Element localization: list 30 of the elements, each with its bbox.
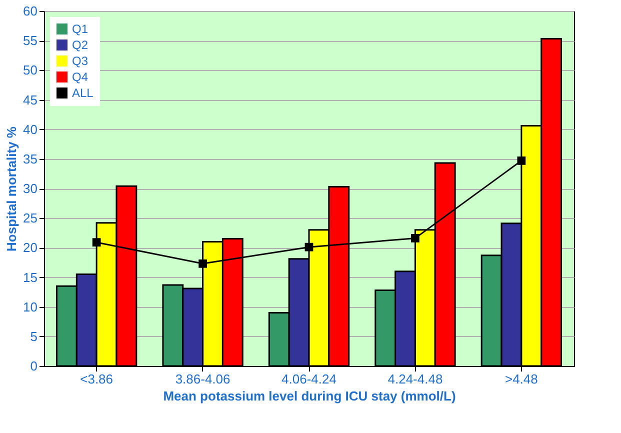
y-tick-label: 30 (23, 181, 38, 196)
y-tick-label: 55 (23, 33, 38, 48)
legend-label: Q4 (72, 70, 88, 84)
x-tick-label: 4.06-4.24 (282, 372, 336, 386)
x-tick-label: 3.86-4.06 (175, 372, 230, 386)
y-axis-title: Hospital mortality % (4, 126, 20, 252)
y-tick-label: 0 (30, 358, 38, 374)
legend-label: Q1 (72, 22, 88, 36)
point (92, 238, 101, 247)
y-tick-label: 35 (23, 151, 38, 166)
point (411, 234, 420, 242)
y-tick-label: 45 (23, 92, 38, 108)
x-tick-label: <3.86 (80, 372, 114, 386)
y-tick-label: 25 (23, 210, 38, 226)
y-tick-label: 50 (23, 62, 38, 78)
y-tick-label: 20 (23, 240, 38, 256)
y-tick-label: 40 (23, 122, 38, 137)
x-tick-label: >4.48 (504, 372, 538, 386)
point (517, 156, 526, 165)
y-tick-label: 5 (30, 328, 38, 344)
legend-label: ALL (72, 86, 94, 100)
y-tick-label: 10 (23, 299, 38, 314)
point (304, 242, 314, 252)
y-tick-label: 60 (23, 4, 38, 18)
legend-label: Q3 (72, 54, 88, 68)
point (198, 259, 207, 268)
x-tick-label: 4.24-4.48 (388, 372, 443, 386)
legend-label: Q2 (72, 38, 88, 52)
y-tick-label: 15 (23, 270, 38, 285)
x-axis-title: Mean potassium level during ICU stay (mmol/L) (163, 388, 456, 404)
